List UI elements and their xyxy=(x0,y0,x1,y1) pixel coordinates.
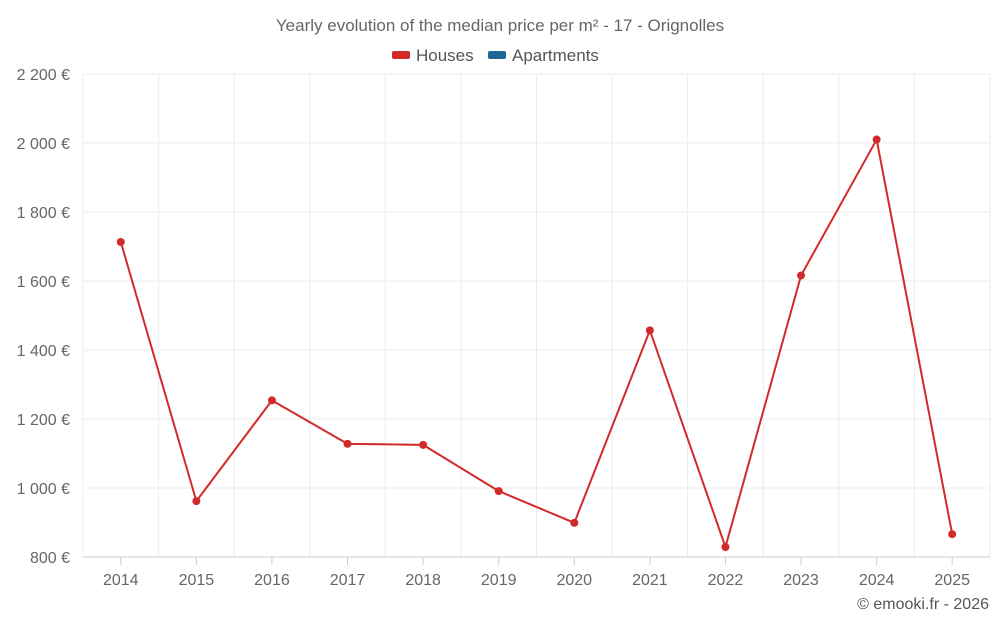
x-tick-label: 2017 xyxy=(330,572,366,589)
x-tick-label: 2019 xyxy=(481,572,517,589)
data-point-houses-2021[interactable] xyxy=(645,326,654,335)
x-tick-label: 2023 xyxy=(783,572,819,589)
x-tick-label: 2024 xyxy=(859,572,895,589)
chart-title: Yearly evolution of the median price per… xyxy=(276,16,724,35)
data-point-houses-2020[interactable] xyxy=(570,518,579,527)
y-tick-label: 2 200 € xyxy=(17,67,70,84)
legend: Houses Apartments xyxy=(392,46,599,65)
series-houses xyxy=(116,135,957,551)
data-point-houses-2016[interactable] xyxy=(267,396,276,405)
y-tick-label: 1 600 € xyxy=(17,274,70,291)
x-tick-label: 2020 xyxy=(556,572,592,589)
y-tick-label: 1 400 € xyxy=(17,343,70,360)
legend-swatch-houses xyxy=(392,51,410,59)
y-tick-label: 1 200 € xyxy=(17,412,70,429)
legend-swatch-apartments xyxy=(488,51,506,59)
data-point-houses-2015[interactable] xyxy=(192,497,201,506)
legend-item-apartments[interactable]: Apartments xyxy=(488,46,599,65)
legend-item-houses[interactable]: Houses xyxy=(392,46,474,65)
x-tick-label: 2022 xyxy=(708,572,744,589)
x-tick-label: 2021 xyxy=(632,572,668,589)
y-tick-label: 1 800 € xyxy=(17,205,70,222)
data-point-houses-2014[interactable] xyxy=(116,238,125,247)
data-point-houses-2025[interactable] xyxy=(948,530,957,539)
x-tick-label: 2015 xyxy=(179,572,215,589)
credit: © emooki.fr - 2026 xyxy=(857,596,989,613)
y-axis-ticks: 800 € 1 000 € 1 200 € 1 400 € 1 600 € 1 800 €… xyxy=(17,67,70,567)
data-point-houses-2019[interactable] xyxy=(494,487,503,496)
legend-label-apartments: Apartments xyxy=(512,46,599,65)
data-point-houses-2017[interactable] xyxy=(343,439,352,448)
data-point-houses-2023[interactable] xyxy=(797,271,806,280)
y-tick-label: 800 € xyxy=(30,550,70,567)
legend-label-houses: Houses xyxy=(416,46,474,65)
data-point-houses-2024[interactable] xyxy=(872,135,881,144)
y-tick-label: 1 000 € xyxy=(17,481,70,498)
x-tick-label: 2014 xyxy=(103,572,139,589)
x-tick-label: 2025 xyxy=(934,572,970,589)
y-tick-label: 2 000 € xyxy=(17,136,70,153)
grid xyxy=(82,73,991,558)
data-point-houses-2022[interactable] xyxy=(721,542,730,551)
data-point-houses-2018[interactable] xyxy=(419,440,428,449)
x-tick-label: 2016 xyxy=(254,572,290,589)
x-axis-ticks: 2014 2015 2016 2017 2018 2019 2020 2021 2022 2023… xyxy=(103,557,970,589)
series-line-houses xyxy=(119,138,954,548)
x-tick-label: 2018 xyxy=(405,572,441,589)
